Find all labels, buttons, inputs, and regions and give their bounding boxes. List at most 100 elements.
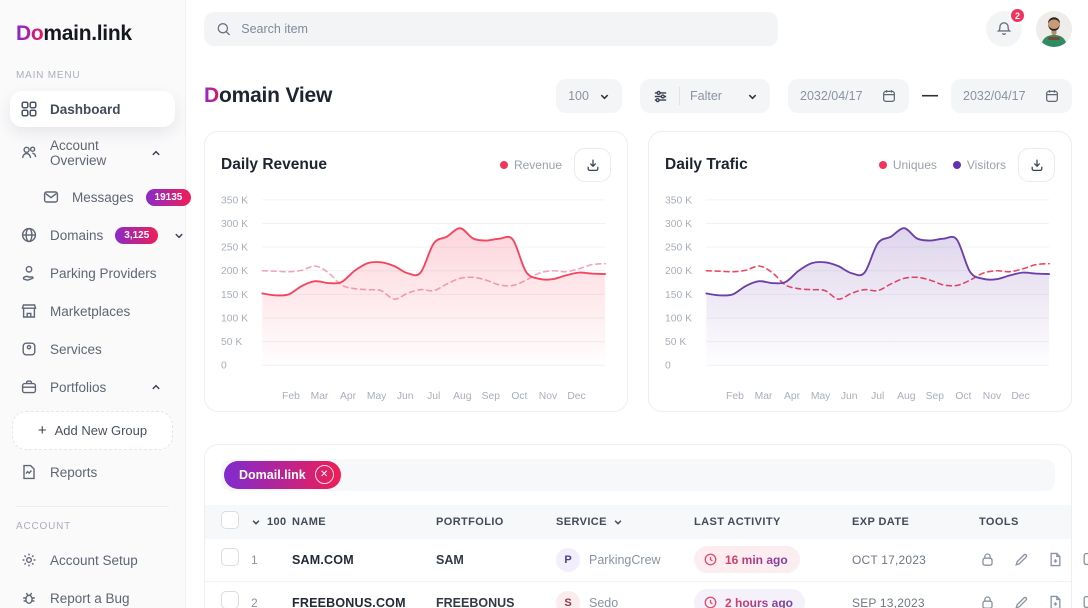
sidebar-item-report-a-bug[interactable]: Report a Bug <box>10 580 175 608</box>
svg-text:Feb: Feb <box>726 391 744 402</box>
edit-tool-button[interactable] <box>1013 551 1030 568</box>
sidebar-item-services[interactable]: Services <box>10 331 175 367</box>
lock-tool-button[interactable] <box>979 594 996 608</box>
column-count[interactable]: 100 <box>251 516 292 528</box>
globe-icon <box>21 227 37 243</box>
filter-dropdown[interactable]: Falter <box>640 79 770 113</box>
sidebar-item-label: Reports <box>50 464 98 480</box>
download-button[interactable] <box>574 148 611 182</box>
chevron-up-icon[interactable] <box>147 148 165 159</box>
bell-icon <box>996 22 1012 36</box>
svg-text:Oct: Oct <box>511 391 527 402</box>
chart-legend: Revenue <box>499 158 562 172</box>
filter-chip-label: Domail.link <box>239 467 306 482</box>
date-to-picker[interactable]: 2032/04/17 <box>951 79 1072 113</box>
user-avatar[interactable] <box>1036 11 1072 47</box>
sidebar-item-parking-providers[interactable]: Parking Providers <box>10 255 175 291</box>
svg-text:Dec: Dec <box>567 391 585 402</box>
sidebar-item-reports[interactable]: Reports <box>10 454 175 490</box>
page-header: Domain View 100 Falter 2032/04/17 — 2032… <box>186 55 1088 125</box>
select-all-checkbox[interactable] <box>221 511 239 530</box>
service-avatar: P <box>556 547 580 572</box>
svg-text:Mar: Mar <box>755 391 773 402</box>
notifications-button[interactable]: 2 <box>986 7 1026 47</box>
chart-legend: Uniques Visitors <box>878 158 1006 172</box>
filter-label: Falter <box>690 89 722 103</box>
row-checkbox[interactable] <box>221 548 239 567</box>
sidebar-divider <box>16 506 169 507</box>
svg-text:0: 0 <box>665 361 671 372</box>
svg-text:Dec: Dec <box>1011 391 1029 402</box>
title-accent: D <box>204 84 219 107</box>
service-cell: P ParkingCrew <box>556 547 694 572</box>
svg-text:250 K: 250 K <box>665 243 692 254</box>
sidebar-item-dashboard[interactable]: Dashboard <box>10 91 175 127</box>
sidebar-item-account-setup[interactable]: Account Setup <box>10 542 175 578</box>
dashboard-icon <box>21 101 37 117</box>
column-service[interactable]: SERVICE <box>556 516 694 528</box>
file-add-tool-button[interactable] <box>1047 594 1064 608</box>
svg-text:100 K: 100 K <box>221 313 248 324</box>
domain-name: SAM.COM <box>292 552 354 567</box>
clock-icon <box>704 596 717 608</box>
legend-item: Visitors <box>952 158 1006 172</box>
svg-text:May: May <box>811 391 831 402</box>
edit-tool-button[interactable] <box>1013 594 1030 608</box>
svg-text:Apr: Apr <box>784 391 801 402</box>
column-tools: TOOLS <box>979 515 1019 528</box>
page-size-select[interactable]: 100 <box>556 79 622 113</box>
row-checkbox[interactable] <box>221 591 239 608</box>
filter-divider <box>679 87 680 105</box>
svg-text:May: May <box>367 391 387 402</box>
filter-chip[interactable]: Domail.link ✕ <box>224 460 341 489</box>
last-activity-badge: 2 hours ago <box>694 589 806 608</box>
remove-chip-icon[interactable]: ✕ <box>314 465 334 485</box>
page-size-value: 100 <box>568 89 589 103</box>
sidebar-item-portfolios[interactable]: Portfolios <box>10 369 175 405</box>
svg-text:Nov: Nov <box>539 391 558 402</box>
sidebar-item-marketplaces[interactable]: Marketplaces <box>10 293 175 329</box>
main-area: 2 Domain View 100 Falter 2032/04/17 — 20… <box>186 0 1088 608</box>
services-icon <box>22 342 36 356</box>
file-add-tool-button[interactable] <box>1047 551 1064 568</box>
search-input[interactable] <box>241 22 766 36</box>
sidebar-item-label: Domains <box>50 227 104 243</box>
chevron-up-icon[interactable] <box>147 382 165 393</box>
date-from-picker[interactable]: 2032/04/17 <box>788 79 909 113</box>
service-cell: S Sedo <box>556 590 694 608</box>
table-row[interactable]: 1 SAM.COM SAM P ParkingCrew 16 min ago O… <box>205 538 1088 582</box>
sidebar-item-label: Messages <box>72 189 134 205</box>
file-forward-tool-button[interactable] <box>1081 594 1088 608</box>
row-number: 2 <box>251 595 258 608</box>
briefcase-icon <box>21 380 37 394</box>
table-row[interactable]: 2 FREEBONUS.COM FREEBONUS S Sedo 2 hours… <box>205 581 1088 608</box>
search-bar[interactable] <box>204 12 778 46</box>
svg-text:300 K: 300 K <box>221 219 248 230</box>
lock-tool-button[interactable] <box>979 551 996 568</box>
svg-text:Jun: Jun <box>397 391 414 402</box>
svg-text:350 K: 350 K <box>221 195 248 206</box>
sidebar-item-label: Dashboard <box>50 101 121 117</box>
store-icon <box>21 304 37 318</box>
download-button[interactable] <box>1018 148 1055 182</box>
sidebar-item-domains[interactable]: Domains 3,125 <box>10 217 184 253</box>
file-forward-tool-button[interactable] <box>1081 551 1088 568</box>
chevron-down-icon <box>614 519 622 525</box>
report-icon <box>23 464 35 480</box>
download-icon <box>1031 159 1042 171</box>
avatar-image <box>1036 11 1072 47</box>
file-plus-icon <box>1050 552 1061 567</box>
account-section-label: ACCOUNT <box>16 521 72 532</box>
svg-text:Sep: Sep <box>926 391 945 402</box>
sidebar-item-account-overview[interactable]: Account Overview <box>10 129 175 177</box>
chevron-down-icon[interactable] <box>170 230 188 241</box>
add-new-group-button[interactable]: + Add New Group <box>12 411 173 450</box>
legend-dot-icon <box>952 161 961 169</box>
legend-dot-icon <box>499 161 508 169</box>
mail-icon <box>43 191 59 203</box>
calendar-icon <box>1046 90 1058 102</box>
sidebar-item-messages[interactable]: Messages 19135 <box>32 179 192 215</box>
lock-icon <box>982 553 993 567</box>
svg-text:Oct: Oct <box>955 391 971 402</box>
sidebar-item-label: Marketplaces <box>50 303 131 319</box>
